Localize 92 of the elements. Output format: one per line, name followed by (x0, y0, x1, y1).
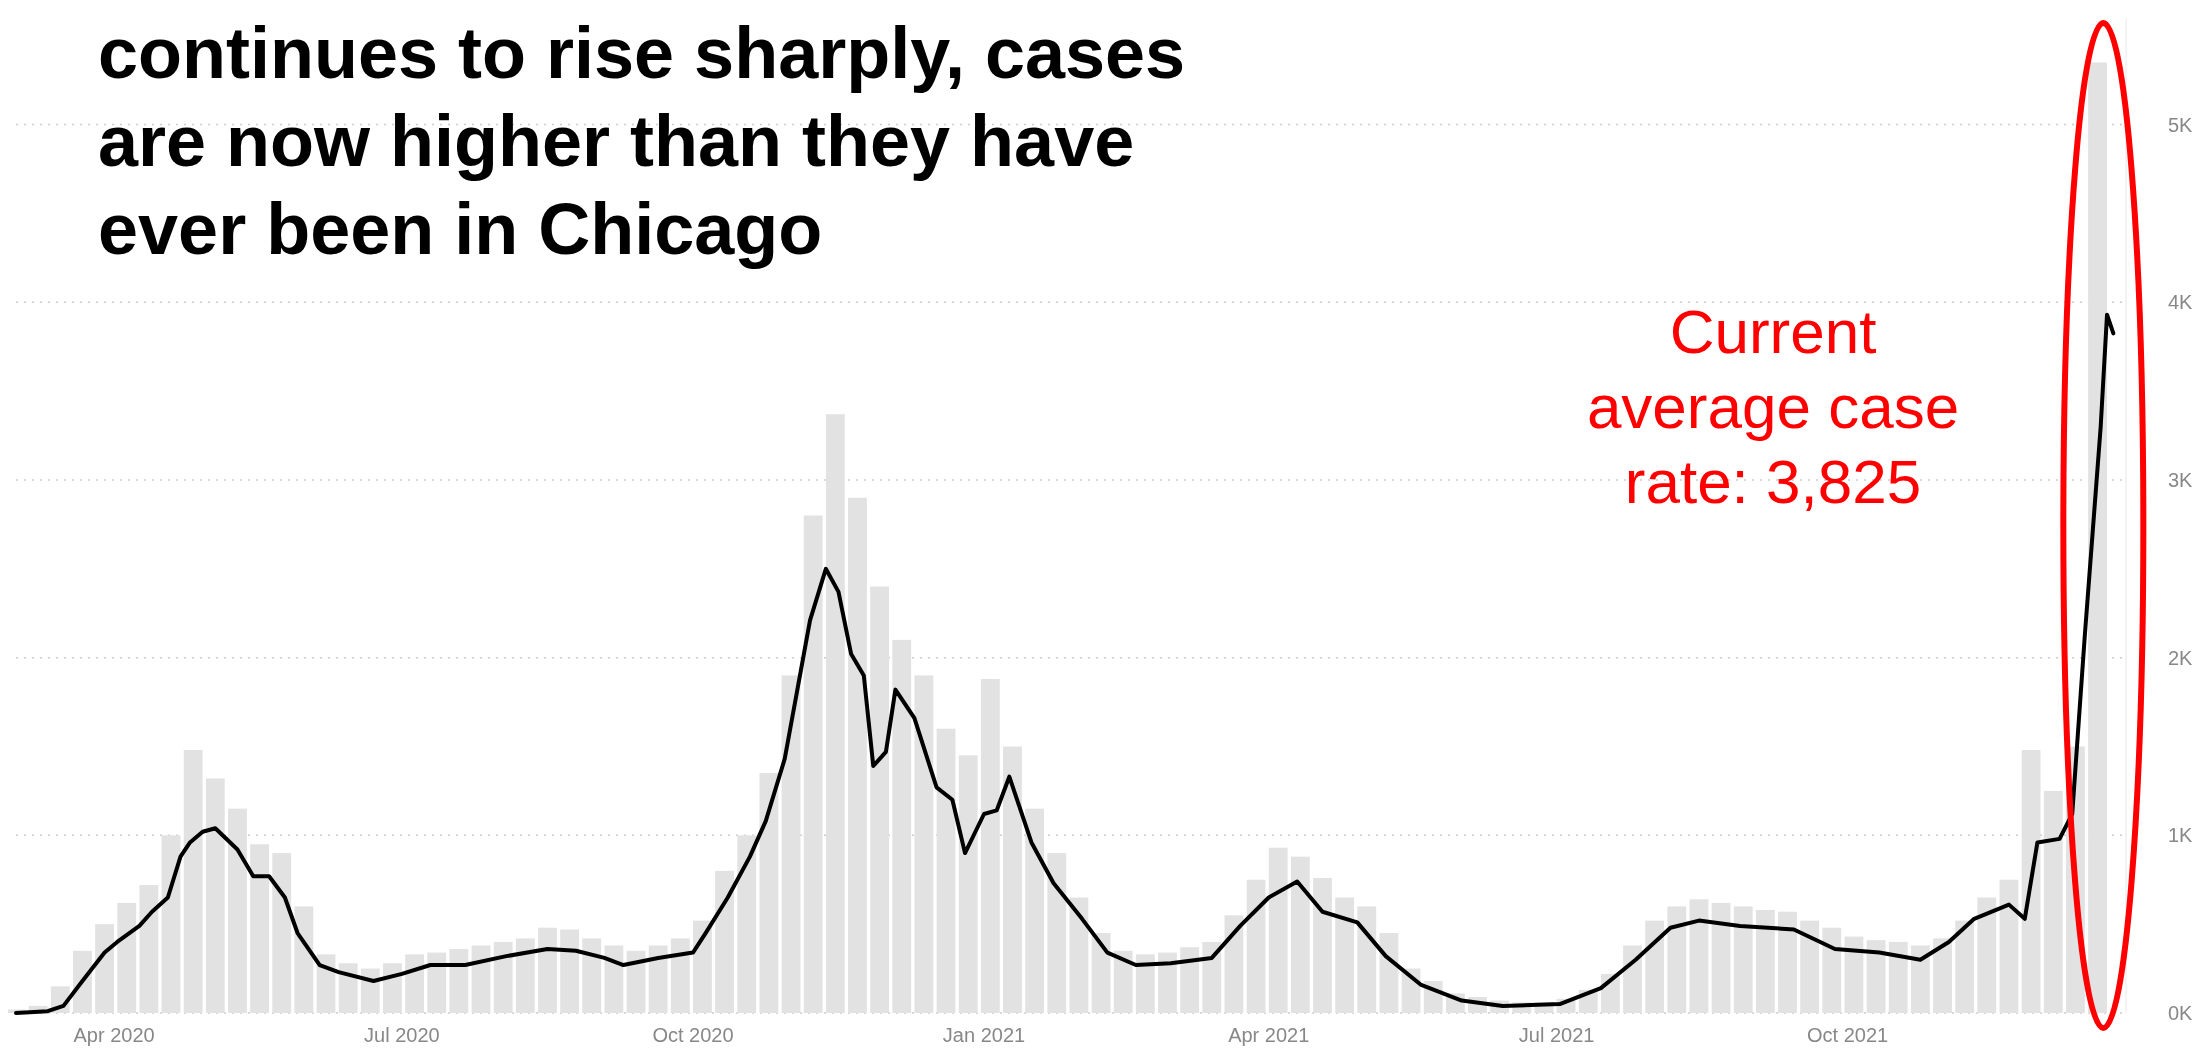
bar (848, 497, 867, 1013)
bar (1778, 911, 1797, 1013)
bar (1689, 899, 1709, 1013)
bar (1047, 853, 1067, 1013)
bar (1313, 877, 1332, 1013)
bar (1844, 936, 1864, 1013)
bar (1822, 927, 1842, 1013)
bar (1357, 906, 1377, 1013)
bar (1977, 897, 1997, 1013)
x-tick-label: Oct 2020 (652, 1024, 734, 1046)
bar (405, 954, 424, 1013)
bar (1268, 847, 1288, 1013)
bar (183, 750, 203, 1013)
bar (1888, 941, 1908, 1013)
x-tick-label: Jan 2021 (942, 1024, 1026, 1046)
bar (1180, 947, 1200, 1013)
bar (1025, 808, 1045, 1013)
bar (493, 941, 513, 1013)
bar (1003, 746, 1022, 1013)
bar (1202, 941, 1222, 1013)
y-tick-label: 2K (2168, 646, 2194, 669)
bar (471, 945, 491, 1013)
bar (715, 870, 735, 1013)
bar (1069, 897, 1089, 1013)
bar (892, 639, 912, 1013)
bar (294, 906, 314, 1013)
bar (205, 778, 225, 1013)
bar (1667, 906, 1687, 1013)
bar (338, 963, 358, 1013)
bar (803, 515, 823, 1013)
bar (95, 924, 114, 1013)
bar (1135, 954, 1155, 1013)
x-tick-label: Jul 2020 (364, 1024, 440, 1046)
y-tick-label: 0K (2168, 1002, 2194, 1024)
bar (582, 938, 602, 1013)
y-tick-label: 4K (2168, 291, 2194, 314)
y-tick-label: 3K (2168, 468, 2194, 491)
x-tick-label: Oct 2021 (1807, 1024, 1889, 1046)
bar (228, 808, 247, 1013)
bar (1733, 906, 1753, 1013)
bar (161, 835, 181, 1013)
bar (1645, 920, 1665, 1013)
bar (958, 755, 978, 1013)
bar (648, 945, 668, 1013)
bar (360, 968, 380, 1013)
annotation: Current average case rate: 3,825 (1586, 297, 1960, 516)
y-tick-label: 1K (2168, 824, 2194, 847)
bar (1711, 902, 1731, 1013)
bar (1800, 920, 1820, 1013)
bar (2088, 62, 2107, 1013)
bar (1755, 909, 1775, 1013)
bar (1933, 938, 1952, 1013)
bar (139, 885, 159, 1013)
bar (1246, 879, 1266, 1013)
bar (1158, 952, 1177, 1013)
bar (825, 414, 845, 1013)
bar (1335, 897, 1355, 1013)
bar (781, 675, 801, 1013)
bar (670, 938, 690, 1013)
bar (1866, 940, 1886, 1013)
bar (693, 920, 712, 1013)
bar (2043, 790, 2063, 1013)
bar (936, 728, 956, 1013)
bar (427, 952, 447, 1013)
bar (759, 773, 779, 1013)
bar (914, 675, 934, 1013)
bar (1999, 879, 2019, 1013)
bar (1623, 945, 1642, 1013)
bar (383, 963, 402, 1013)
x-tick-label: Jul 2021 (1518, 1024, 1595, 1046)
x-tick-label: Apr 2021 (1228, 1024, 1310, 1046)
line-series (14, 312, 2116, 1015)
x-tick-label: Apr 2020 (73, 1024, 155, 1046)
text: continues to rise sharply, cases are now higher than they have ever been in Chicago (98, 13, 1186, 269)
bar (1224, 915, 1244, 1013)
y-tick-label: 5K (2168, 113, 2194, 136)
bar (1290, 856, 1310, 1013)
bar (1955, 920, 1975, 1013)
bar (272, 853, 292, 1013)
bar (737, 835, 757, 1013)
bar (1910, 945, 1930, 1013)
bar (870, 586, 890, 1013)
bar (980, 678, 1000, 1013)
bar (250, 844, 269, 1013)
bar (560, 929, 580, 1013)
bar (604, 945, 624, 1013)
bar (449, 949, 469, 1013)
bar (1113, 950, 1133, 1013)
bar (515, 938, 535, 1013)
bar (538, 927, 557, 1013)
bar (117, 902, 137, 1013)
bar (2021, 750, 2041, 1013)
